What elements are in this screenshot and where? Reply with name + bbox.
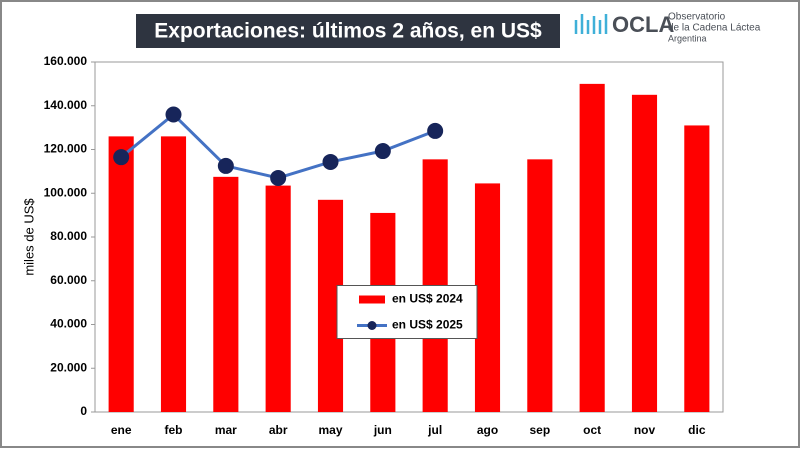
line-marker — [427, 122, 444, 139]
y-tick-label: 100.000 — [44, 185, 88, 199]
logo-text: Argentina — [668, 33, 707, 43]
x-tick-label: ago — [477, 423, 498, 437]
bar — [108, 136, 134, 412]
bar — [684, 125, 710, 412]
y-tick-label: 20.000 — [50, 360, 87, 374]
bar — [579, 83, 605, 412]
y-tick-label: 160.000 — [44, 54, 88, 68]
x-tick-label: sep — [529, 423, 550, 437]
bar — [213, 176, 239, 412]
y-tick-label: 40.000 — [50, 317, 87, 331]
x-tick-label: feb — [165, 423, 183, 437]
bar — [527, 159, 553, 412]
logo: OCLA Observatorio de la Cadena Láctea Ar… — [574, 12, 761, 43]
y-axis-label: miles de US$ — [21, 198, 36, 276]
x-tick-label: dic — [688, 423, 706, 437]
y-tick-label: 60.000 — [50, 273, 87, 287]
line-marker — [374, 143, 391, 160]
title-box — [136, 14, 560, 48]
line-marker — [270, 169, 287, 186]
x-tick-label: jul — [427, 423, 442, 437]
bar — [160, 136, 187, 412]
x-tick-label: nov — [634, 423, 656, 437]
line-marker — [113, 149, 130, 166]
x-tick-label: mar — [215, 423, 237, 437]
line-marker — [322, 153, 339, 170]
y-tick-label: 0 — [80, 404, 87, 418]
chart-title: Exportaciones: últimos 2 años, en US$ — [154, 20, 542, 43]
bar — [631, 94, 658, 412]
legend-label: en US$ 2024 — [392, 292, 463, 306]
logo-name: OCLA — [612, 12, 674, 37]
x-tick-label: ene — [111, 423, 132, 437]
logo-text: de la Cadena Láctea — [668, 23, 761, 34]
x-tick-label: jun — [373, 423, 392, 437]
logo-icon — [574, 14, 608, 34]
line-marker — [217, 157, 234, 174]
x-tick-label: oct — [583, 423, 601, 437]
line-marker — [165, 106, 182, 123]
x-tick-label: abr — [269, 423, 288, 437]
bar — [265, 185, 291, 412]
x-tick-label: may — [318, 423, 342, 437]
legend-marker — [367, 321, 377, 330]
legend-label: en US$ 2025 — [392, 318, 463, 332]
y-tick-label: 120.000 — [44, 142, 88, 156]
logo-text: Observatorio — [668, 12, 726, 23]
legend-box — [336, 285, 478, 339]
legend-swatch — [359, 295, 385, 304]
legend: en US$ 2024 en US$ 2025 — [336, 285, 478, 339]
y-tick-label: 140.000 — [44, 98, 88, 112]
y-tick-label: 80.000 — [50, 229, 87, 243]
bar — [474, 183, 501, 412]
